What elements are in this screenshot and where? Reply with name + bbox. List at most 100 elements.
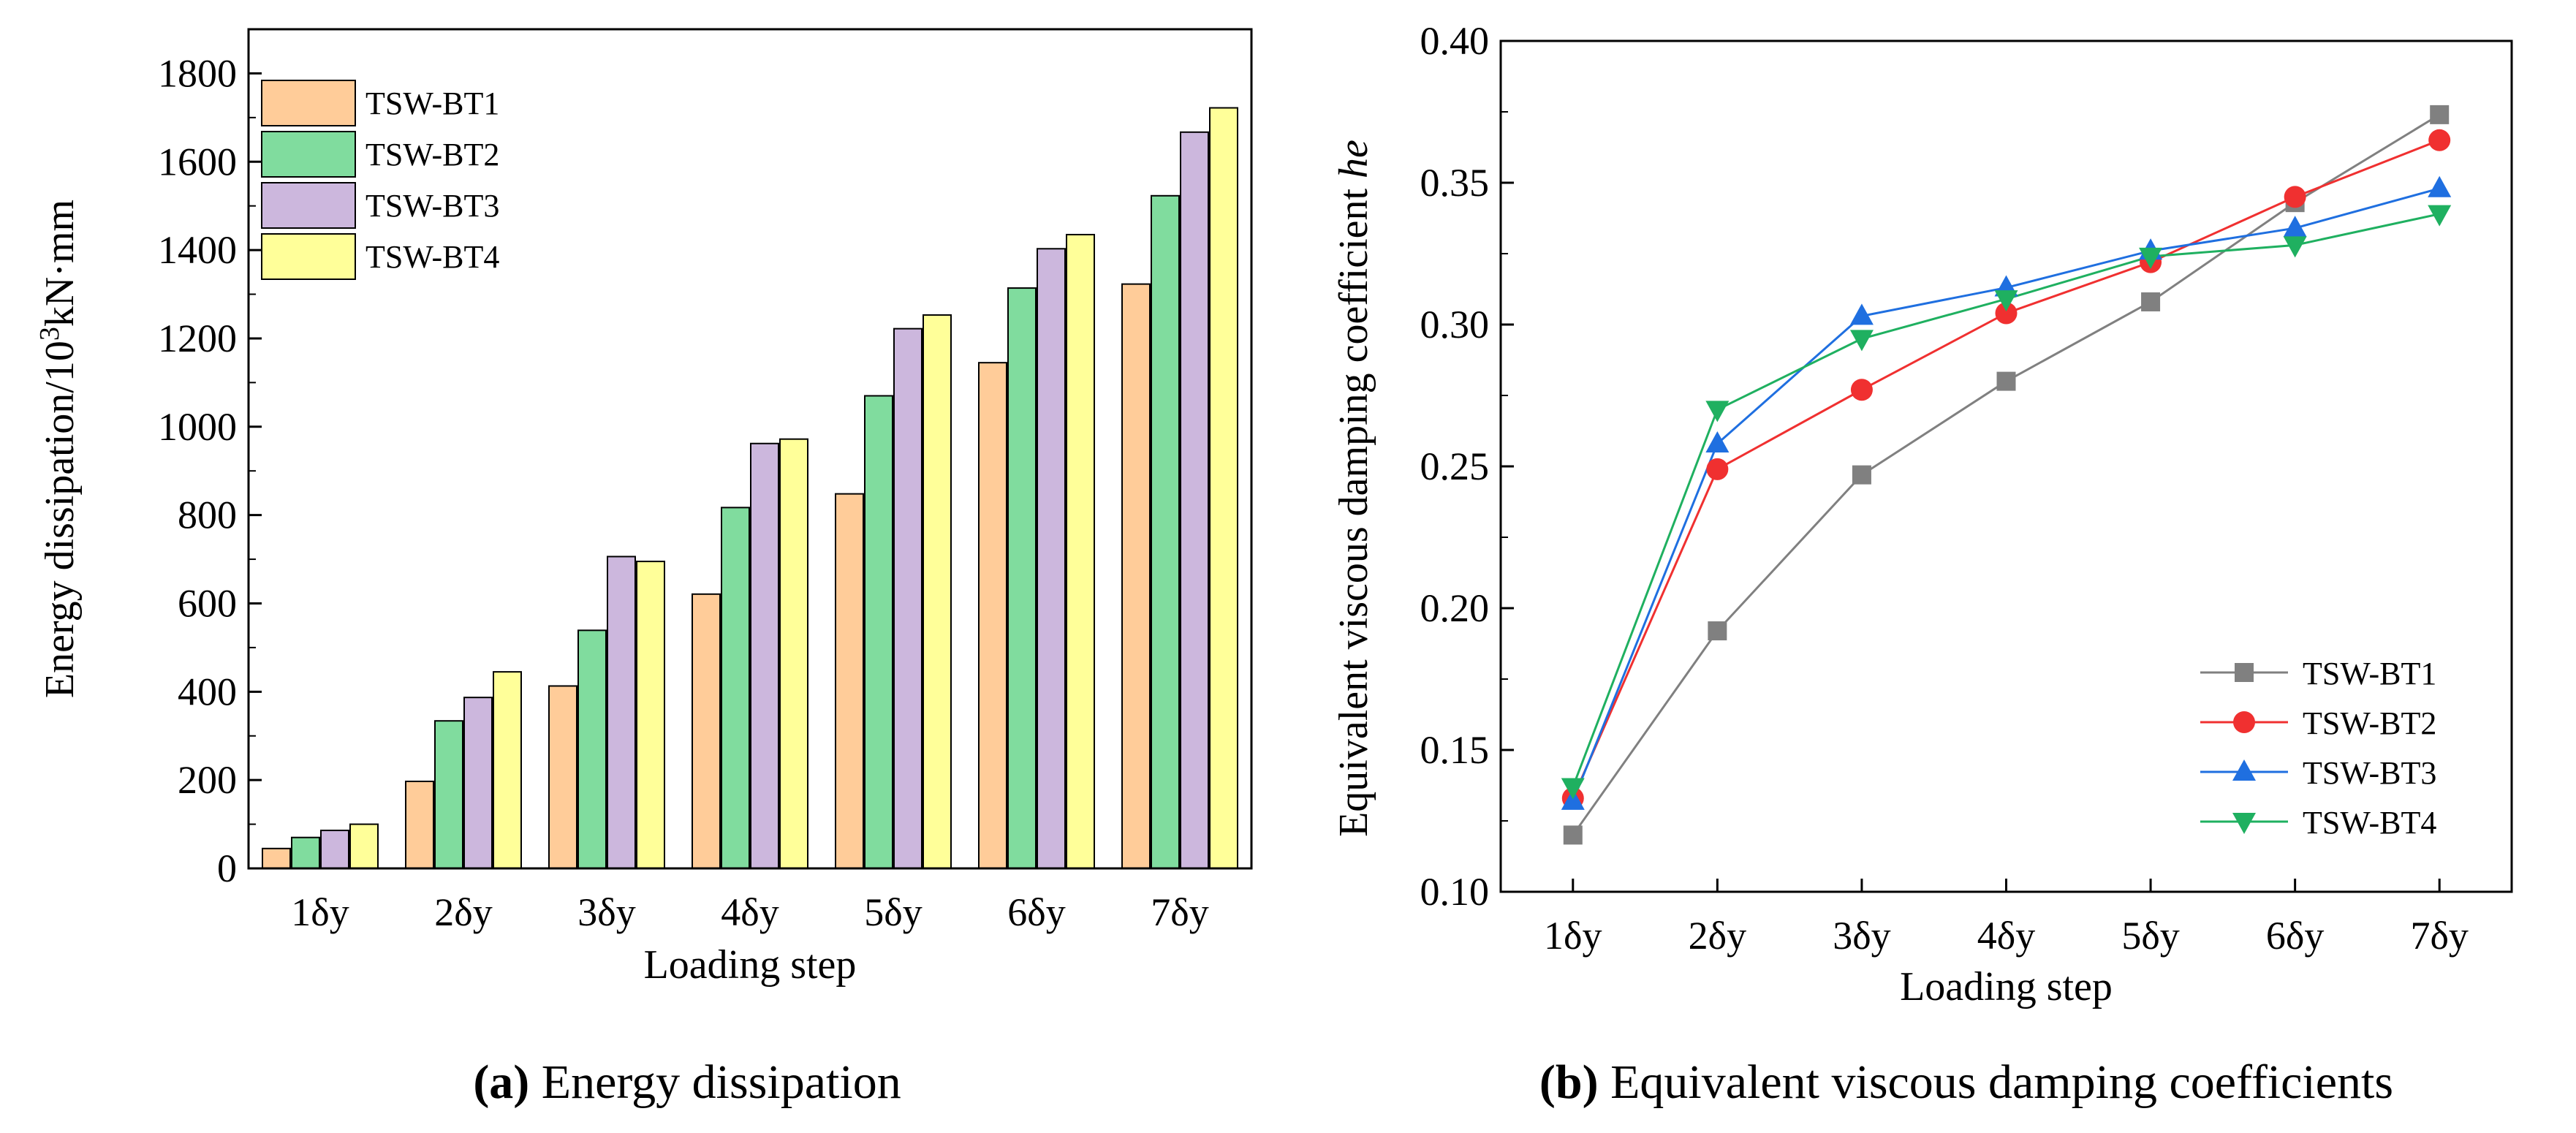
legend-swatch-tsw-bt3 — [261, 182, 356, 229]
marker-tsw-bt2-6 — [2284, 186, 2306, 208]
marker-tsw-bt4-6 — [2283, 236, 2307, 258]
legend-label: TSW-BT1 — [2303, 656, 2436, 691]
bar-tsw-bt2-2 — [434, 720, 463, 869]
y-tick-label: 0.20 — [1420, 586, 1490, 630]
x-tick-label: 1δy — [1544, 914, 1602, 958]
marker-tsw-bt1-1 — [1563, 825, 1583, 845]
legend-label: TSW-BT4 — [365, 239, 499, 275]
x-tick-label: 2δy — [434, 890, 492, 934]
bar-tsw-bt1-7 — [1121, 283, 1151, 870]
x-tick-label: 3δy — [1833, 914, 1890, 958]
y-axis-label: Equivalent viscous damping coefficient h… — [1331, 140, 1376, 837]
bar-tsw-bt4-7 — [1209, 107, 1238, 870]
marker-tsw-bt1-2 — [1708, 621, 1727, 641]
marker-tsw-bt3-6 — [2283, 216, 2307, 238]
y-axis-label: Energy dissipation/103kN·mm — [34, 200, 83, 698]
x-axis-ticks: 1δy 2δy 3δy 4δy 5δy 6δy 7δy — [1544, 879, 2469, 958]
bar-tsw-bt4-4 — [779, 438, 808, 869]
marker-tsw-bt1-7 — [2430, 105, 2450, 124]
x-tick-label: 7δy — [1151, 890, 1208, 934]
y-tick-label: 0.30 — [1420, 303, 1490, 346]
bar-tsw-bt2-7 — [1151, 194, 1180, 869]
y-tick-label: 200 — [178, 758, 237, 802]
y-tick-label: 1000 — [158, 405, 237, 449]
marker-tsw-bt4-5 — [2139, 247, 2163, 269]
x-axis-label: Loading step — [644, 942, 857, 988]
bar-tsw-bt3-1 — [320, 830, 349, 869]
y-tick-label: 1600 — [158, 140, 237, 183]
x-tick-label: 5δy — [2121, 914, 2179, 958]
legend-label: TSW-BT2 — [365, 137, 499, 173]
legend-marker-tsw-bt3 — [2232, 759, 2256, 781]
legend-label: TSW-BT1 — [365, 86, 499, 121]
bar-tsw-bt2-1 — [291, 836, 320, 870]
y-tick-label: 0.10 — [1420, 870, 1490, 914]
y-tick-label: 1200 — [158, 317, 237, 360]
marker-tsw-bt2-7 — [2428, 129, 2451, 151]
legend: TSW-BT1 TSW-BT2 TSW-BT3 TSW-BT4 — [261, 80, 499, 280]
marker-tsw-bt2-2 — [1706, 458, 1729, 480]
bar-tsw-bt4-6 — [1066, 233, 1095, 869]
bar-tsw-bt1-5 — [835, 493, 864, 869]
marker-tsw-bt4-4 — [1994, 290, 2018, 312]
marker-tsw-bt2-3 — [1850, 379, 1873, 401]
bar-tsw-bt3-7 — [1180, 131, 1209, 869]
x-tick-label: 5δy — [864, 890, 922, 934]
y-tick-label: 1400 — [158, 228, 237, 272]
marker-tsw-bt4-7 — [2428, 205, 2452, 227]
energy-dissipation-chart: 0 200 400 600 800 1000 1200 1400 1600 1800 1δy 2δy… — [34, 28, 1253, 1109]
x-tick-label: 6δy — [1007, 890, 1065, 934]
legend: TSW-BT1 TSW-BT2 TSW-BT3 TSW-BT4 — [2200, 656, 2436, 841]
marker-tsw-bt1-4 — [1996, 371, 2016, 391]
legend-swatch-tsw-bt4 — [261, 233, 356, 280]
legend-label: TSW-BT3 — [2303, 755, 2436, 791]
y-tick-label: 800 — [178, 493, 237, 537]
legend-marker-tsw-bt4 — [2232, 813, 2256, 834]
bar-tsw-bt1-6 — [978, 362, 1007, 869]
y-tick-label: 0.25 — [1420, 444, 1490, 488]
bar-tsw-bt1-2 — [405, 780, 434, 870]
x-tick-label: 6δy — [2266, 914, 2324, 958]
marker-tsw-bt3-3 — [1849, 303, 1874, 325]
y-tick-label: 0.35 — [1420, 161, 1490, 205]
legend-swatch-tsw-bt1 — [261, 80, 356, 126]
legend-label: TSW-BT2 — [2303, 705, 2436, 741]
legend-swatch-tsw-bt2 — [261, 131, 356, 178]
marker-tsw-bt1-3 — [1852, 465, 1871, 485]
x-tick-label: 1δy — [291, 890, 349, 934]
series-line-tsw-bt2 — [1572, 139, 2440, 799]
bar-tsw-bt2-4 — [721, 507, 750, 869]
x-axis-ticks: 1δy 2δy 3δy 4δy 5δy 6δy 7δy — [291, 855, 1209, 934]
bar-tsw-bt2-5 — [864, 395, 893, 869]
marker-tsw-bt3-2 — [1705, 431, 1730, 452]
bar-tsw-bt3-2 — [463, 697, 493, 869]
bar-tsw-bt4-5 — [923, 314, 952, 870]
y-axis-ticks: 0 200 400 600 800 1000 1200 1400 1600 1800 — [158, 51, 262, 890]
bar-tsw-bt3-4 — [750, 442, 779, 869]
legend-marker-tsw-bt1 — [2235, 663, 2254, 682]
bar-tsw-bt1-3 — [548, 685, 577, 869]
legend-label: TSW-BT4 — [2303, 805, 2436, 841]
caption: (b) Equivalent viscous damping coefficie… — [1539, 1056, 2393, 1109]
marker-tsw-bt2-4 — [1995, 302, 2018, 325]
bar-tsw-bt3-5 — [893, 327, 923, 869]
bar-tsw-bt4-2 — [493, 671, 522, 870]
line-series-group — [1561, 105, 2452, 845]
y-tick-label: 600 — [178, 581, 237, 625]
x-tick-label: 3δy — [577, 890, 635, 934]
marker-tsw-bt4-2 — [1705, 401, 1730, 422]
y-tick-label: 400 — [178, 670, 237, 713]
marker-tsw-bt3-7 — [2428, 175, 2452, 197]
legend-label: TSW-BT3 — [365, 188, 499, 224]
bar-tsw-bt2-6 — [1007, 287, 1037, 869]
caption: (a) Energy dissipation — [473, 1056, 901, 1109]
y-tick-label: 1800 — [158, 51, 237, 95]
damping-coefficient-chart: 0.10 0.15 0.20 0.25 0.30 0.35 0.40 1δy 2δy 3δy 4δ… — [1331, 19, 2513, 1109]
y-tick-label: 0.40 — [1420, 19, 1490, 63]
y-tick-label: 0 — [217, 846, 237, 890]
y-axis-ticks: 0.10 0.15 0.20 0.25 0.30 0.35 0.40 — [1420, 19, 1514, 914]
marker-tsw-bt4-1 — [1561, 778, 1585, 800]
x-axis-label: Loading step — [1900, 964, 2113, 1009]
legend-marker-tsw-bt2 — [2233, 711, 2255, 733]
x-tick-label: 7δy — [2410, 914, 2468, 958]
